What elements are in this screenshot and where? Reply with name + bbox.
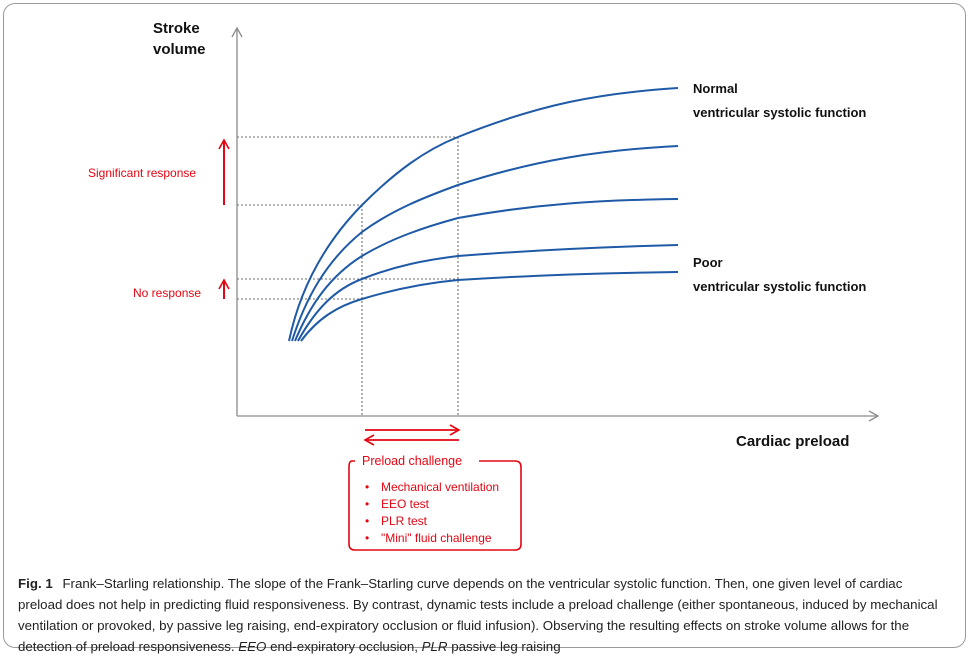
curves (288, 87, 679, 342)
bullet-2: • (365, 497, 369, 511)
preload-challenge-list: • Mechanical ventilation • EEO test • PL… (365, 480, 499, 545)
no-response-label: No response (133, 286, 201, 300)
figure-caption: Fig. 1 Frank–Starling relationship. The … (18, 573, 948, 657)
poor-label-line2: ventricular systolic function (693, 279, 866, 294)
preload-challenge-title: Preload challenge (362, 454, 462, 468)
challenge-item-mechanical-ventilation: Mechanical ventilation (381, 480, 499, 494)
abbr-eeo-definition: end-expiratory occlusion, (270, 639, 418, 654)
bullet-3: • (365, 514, 369, 528)
abbr-plr: PLR (421, 639, 448, 654)
figure-number: Fig. 1 (18, 576, 53, 591)
curve-2 (291, 145, 679, 342)
figure-frame (3, 3, 966, 648)
frank-starling-diagram: Stroke volume Cardiac preload Normal ven… (88, 20, 880, 551)
y-axis-label-line2: volume (153, 41, 206, 58)
curve-normal (288, 87, 679, 342)
bullet-1: • (365, 480, 369, 494)
x-axis-label: Cardiac preload (736, 433, 849, 450)
bullet-4: • (365, 531, 369, 545)
abbr-plr-definition: passive leg raising (451, 639, 561, 654)
poor-label-line1: Poor (693, 255, 723, 270)
normal-label-line2: ventricular systolic function (693, 105, 866, 120)
challenge-item-plr-test: PLR test (381, 514, 428, 528)
curve-3 (294, 198, 679, 342)
significant-response-label: Significant response (88, 166, 196, 180)
curve-4 (297, 244, 679, 342)
caption-text: Frank–Starling relationship. The slope o… (18, 576, 938, 654)
curve-poor (300, 271, 679, 342)
preload-challenge-box (348, 460, 522, 551)
y-axis-label-line1: Stroke (153, 20, 200, 37)
challenge-item-eeo-test: EEO test (381, 497, 430, 511)
dotted-guides (237, 136, 459, 416)
challenge-item-mini-fluid: "Mini" fluid challenge (381, 531, 492, 545)
abbr-eeo: EEO (238, 639, 267, 654)
normal-label-line1: Normal (693, 81, 738, 96)
